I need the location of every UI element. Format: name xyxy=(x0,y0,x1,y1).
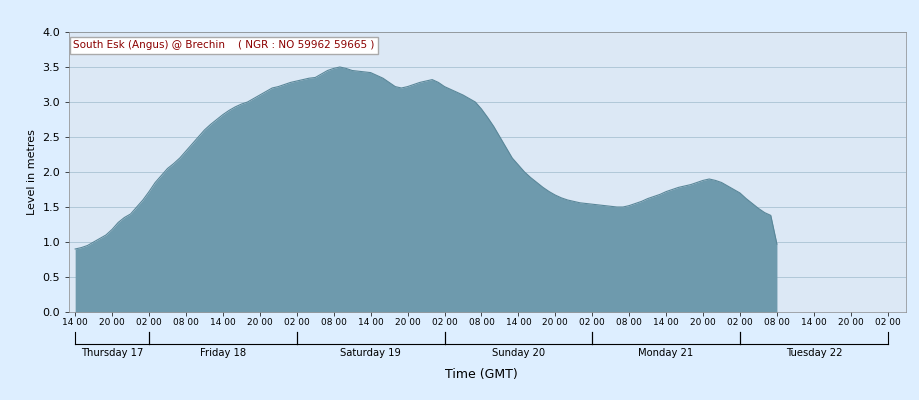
Text: Thursday 17: Thursday 17 xyxy=(81,348,143,358)
Y-axis label: Level in metres: Level in metres xyxy=(27,129,37,215)
Text: Time (GMT): Time (GMT) xyxy=(445,368,517,381)
Text: Monday 21: Monday 21 xyxy=(638,348,693,358)
Text: Sunday 20: Sunday 20 xyxy=(492,348,544,358)
Text: Friday 18: Friday 18 xyxy=(199,348,245,358)
Text: South Esk (Angus) @ Brechin    ( NGR : NO 59962 59665 ): South Esk (Angus) @ Brechin ( NGR : NO 5… xyxy=(74,40,374,50)
Text: Tuesday 22: Tuesday 22 xyxy=(785,348,841,358)
Text: Saturday 19: Saturday 19 xyxy=(340,348,401,358)
